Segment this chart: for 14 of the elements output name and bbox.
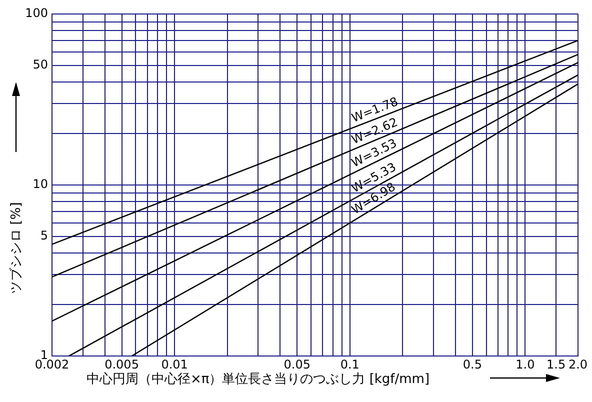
x-tick-label: 0.5 — [462, 357, 482, 372]
y-tick-label: 10 — [32, 177, 48, 192]
y-tick-label: 100 — [25, 6, 48, 20]
x-tick-label: 2.0 — [568, 357, 588, 372]
x-tick-label: 0.1 — [340, 357, 360, 372]
y-axis-title: ツブシシロ [%] — [8, 202, 25, 294]
x-tick-label: 0.01 — [161, 357, 188, 372]
y-tick-label: 50 — [32, 58, 48, 72]
x-tick-label: 1.0 — [516, 357, 535, 372]
y-tick-label: 5 — [40, 228, 48, 243]
x-tick-label: 0.005 — [104, 357, 139, 372]
x-axis-title: 中心円周（中心径×π）単位長さ当りのつぶし力 [kgf/mm] — [85, 371, 431, 388]
x-tick-label: 0.05 — [284, 357, 310, 372]
x-tick-label: 1.5 — [546, 357, 566, 372]
